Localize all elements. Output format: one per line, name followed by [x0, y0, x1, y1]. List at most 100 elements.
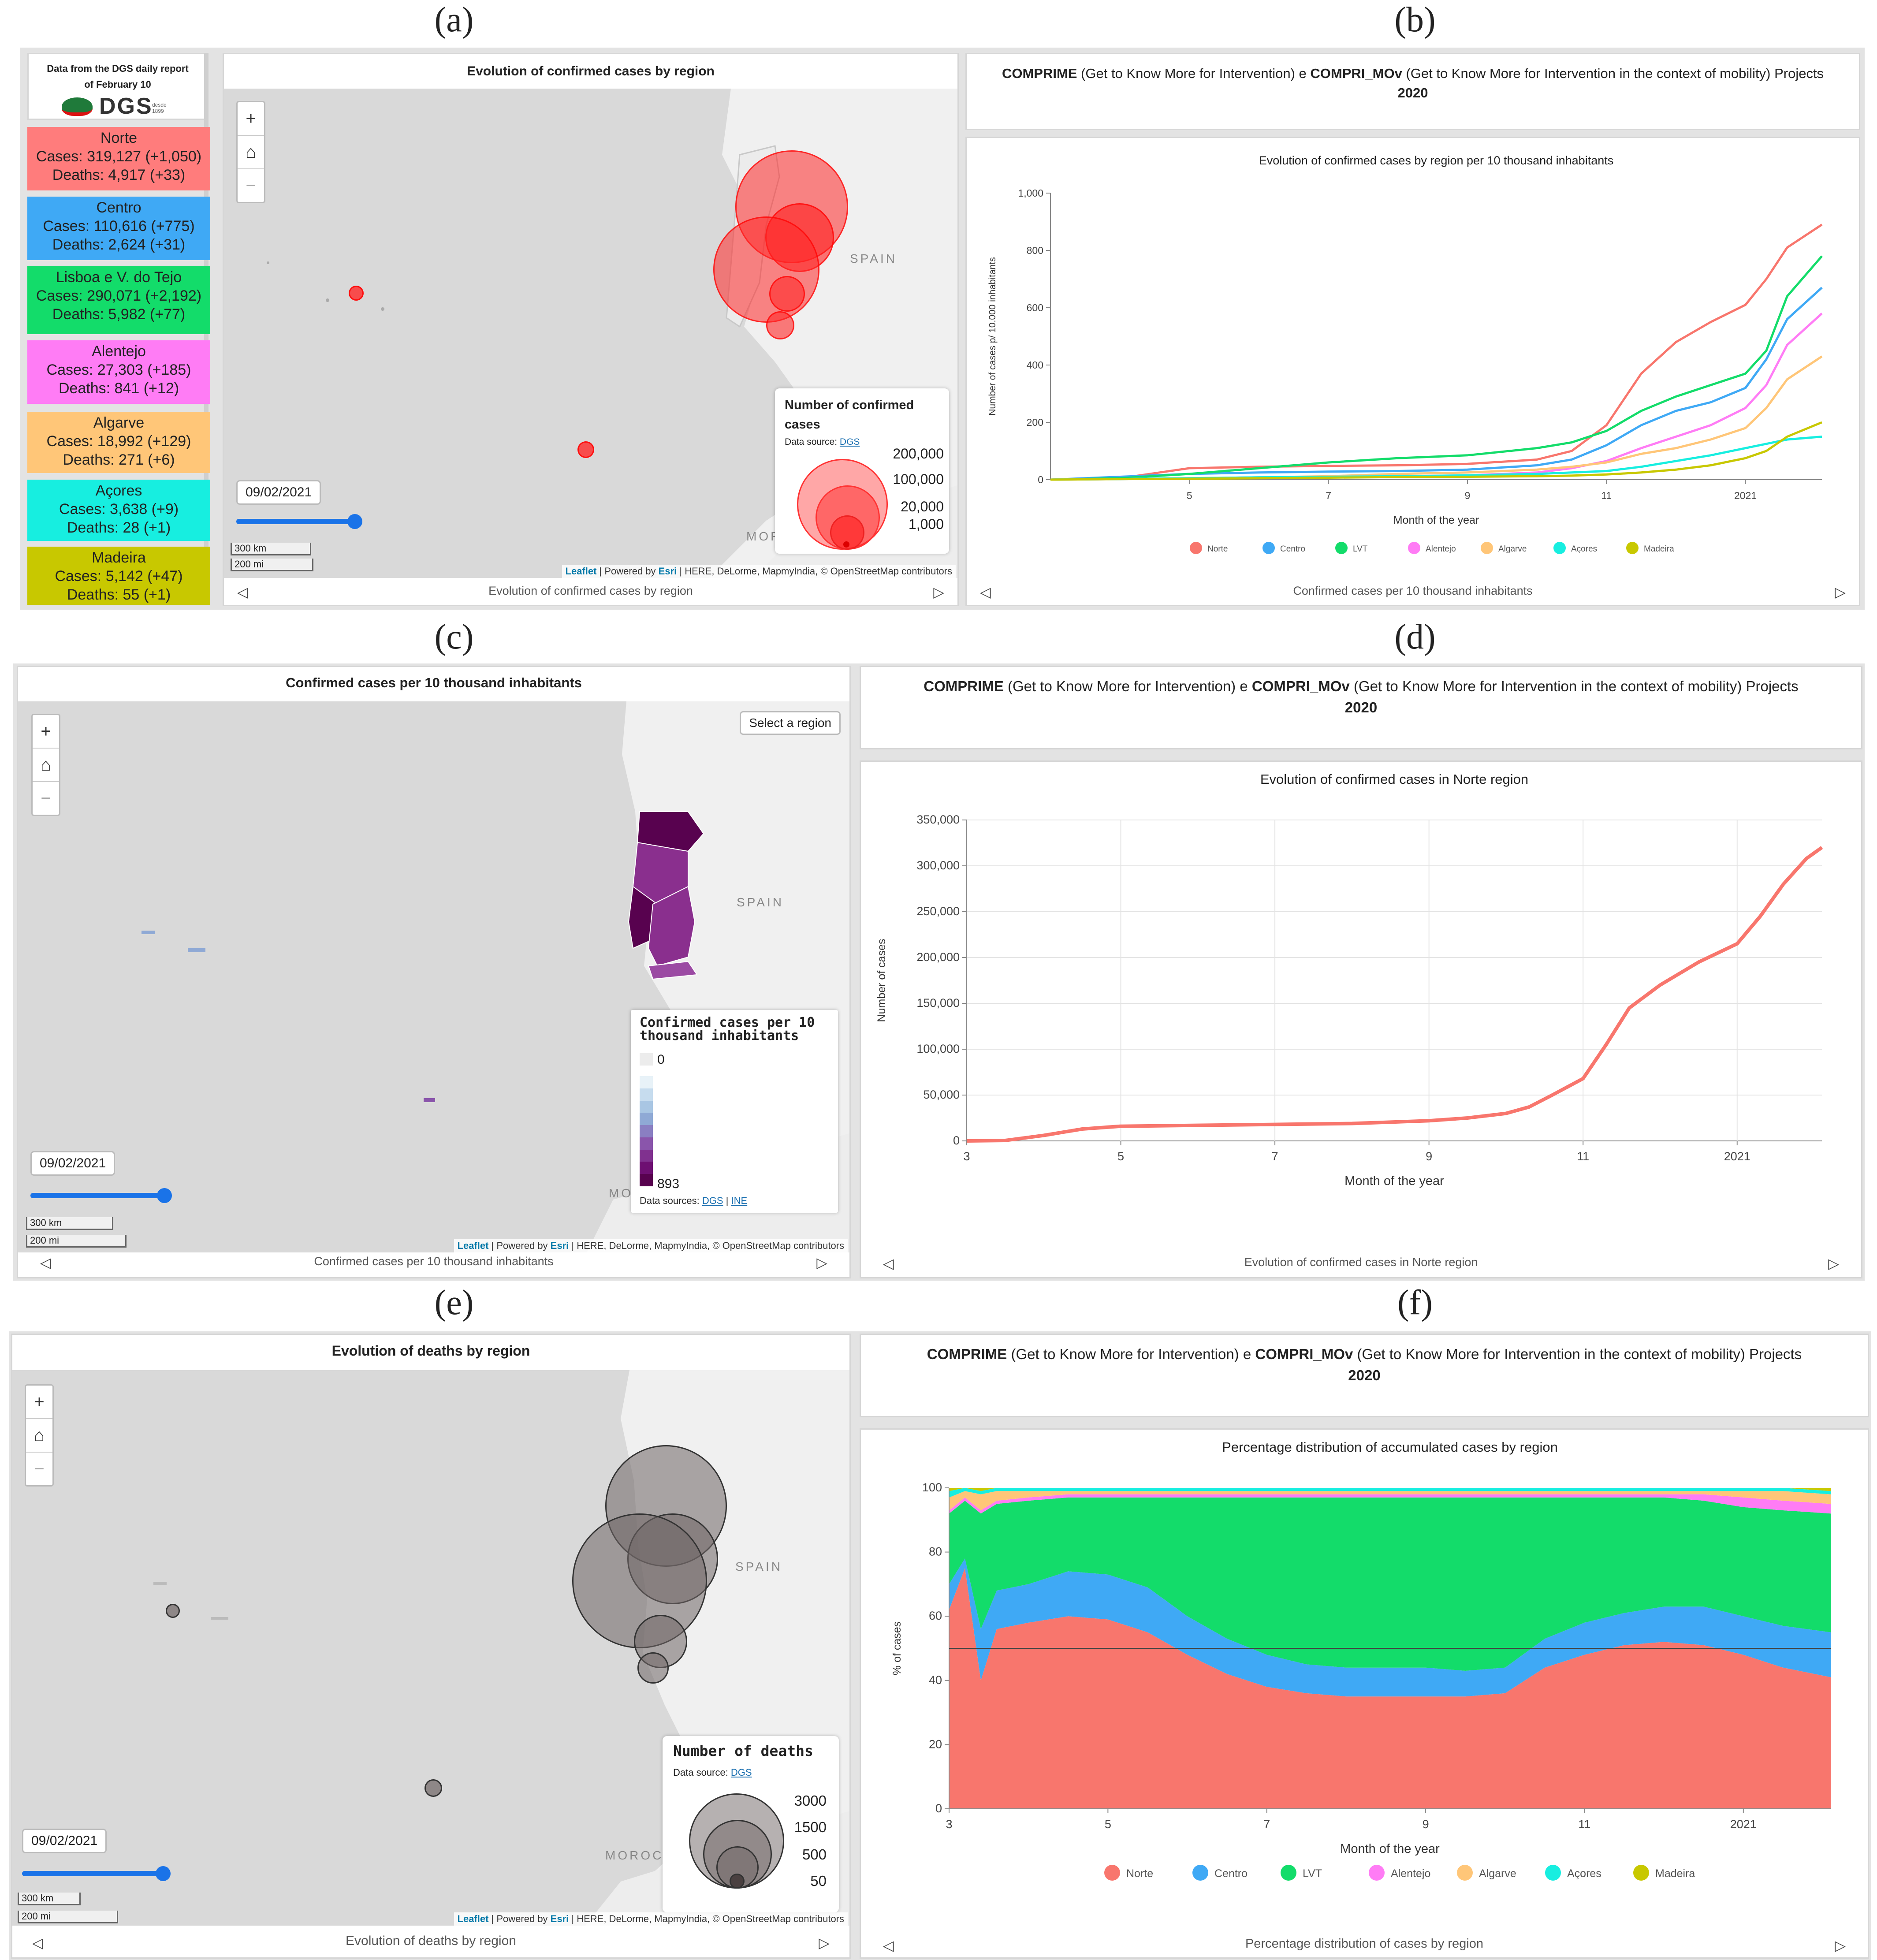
legend-e-source-link[interactable]: DGS	[730, 1767, 752, 1778]
series-line-3[interactable]	[1050, 313, 1823, 481]
map-e-title: Evolution of deaths by region	[331, 1343, 530, 1359]
chart-f-prev-arrow-icon[interactable]: ◁	[883, 1938, 894, 1953]
legend-c-ine-link[interactable]: INE	[731, 1195, 748, 1206]
map-e-footer: Evolution of deaths by region	[346, 1934, 516, 1948]
region-stat-cases: Cases: 319,127 (+1,050)	[36, 148, 202, 165]
leaflet-link-e[interactable]: Leaflet	[457, 1913, 489, 1924]
map-c-time-slider[interactable]	[30, 1193, 163, 1198]
map-c-legend: Confirmed cases per 10 thousand inhabita…	[631, 1010, 838, 1213]
map-c-legend-title: Confirmed cases per 10 thousand inhabita…	[640, 1015, 815, 1043]
legend-label: Norte	[1207, 544, 1228, 554]
select-region-button[interactable]: Select a region	[740, 711, 841, 735]
bubble-algarve[interactable]	[766, 311, 794, 339]
series-line-2[interactable]	[1050, 255, 1823, 481]
map-e-next-arrow-icon[interactable]: ▷	[819, 1935, 830, 1951]
map-e-time-slider[interactable]	[22, 1871, 162, 1876]
comprime-label: COMPRIME	[1002, 66, 1077, 81]
zoom-out-button[interactable]: −	[246, 176, 256, 195]
death-bubble-acores[interactable]	[166, 1604, 180, 1618]
legend-value-20000: 20,000	[901, 499, 944, 514]
region-alentejo-c	[648, 886, 696, 967]
map-a-next-arrow-icon[interactable]: ▷	[933, 584, 944, 600]
legend-marker	[1553, 542, 1566, 554]
legend-c-dgs-link[interactable]: DGS	[702, 1195, 723, 1206]
area-series-5[interactable]	[949, 1488, 1831, 1498]
ramp-swatch	[640, 1162, 653, 1174]
map-a-scale-mi: 200 mi	[231, 559, 313, 571]
chart-d-next-arrow-icon[interactable]: ▷	[1828, 1256, 1839, 1271]
legend-source-link[interactable]: DGS	[839, 437, 860, 447]
map-c-title: Confirmed cases per 10 thousand inhabita…	[286, 675, 582, 690]
map-a-slider-handle[interactable]	[347, 514, 362, 529]
region-stat-deaths: Deaths: 841 (+12)	[58, 380, 179, 397]
map-a-prev-arrow-icon[interactable]: ◁	[237, 584, 248, 600]
region-stat-0[interactable]: Norte Cases: 319,127 (+1,050) Deaths: 4,91…	[27, 127, 210, 190]
area-series-2[interactable]	[949, 1497, 1831, 1671]
area-series-1[interactable]	[949, 1558, 1831, 1697]
zoom-out-button-c[interactable]: −	[41, 789, 51, 808]
death-bubble-algarve[interactable]	[637, 1652, 669, 1684]
chart-b-next-arrow-icon[interactable]: ▷	[1835, 584, 1846, 600]
series-line-0[interactable]	[1050, 224, 1823, 481]
legend-zero-swatch	[640, 1053, 653, 1066]
map-e-date: 09/02/2021	[22, 1829, 107, 1853]
leaflet-link[interactable]: Leaflet	[565, 566, 597, 577]
island-e-1	[153, 1582, 167, 1585]
chart-d-prev-arrow-icon[interactable]: ◁	[883, 1256, 894, 1271]
chart-f-next-arrow-icon[interactable]: ▷	[1835, 1938, 1846, 1953]
x-tick-label: 7	[1263, 1818, 1270, 1831]
zoom-in-button[interactable]: +	[238, 102, 264, 136]
bubble-alentejo[interactable]	[769, 276, 805, 312]
region-stat-4[interactable]: Algarve Cases: 18,992 (+129) Deaths: 271 (…	[27, 412, 210, 473]
map-a-footer: Evolution of confirmed cases by region	[488, 584, 693, 597]
death-bubble-madeira[interactable]	[425, 1779, 442, 1797]
chart-b-prev-arrow-icon[interactable]: ◁	[980, 584, 991, 600]
map-c-prev-arrow-icon[interactable]: ◁	[40, 1255, 51, 1271]
map-e-legend-source: Data source: DGS	[673, 1767, 752, 1778]
region-stat-cases: Cases: 290,071 (+2,192)	[36, 287, 202, 304]
panel-label-a: (a)	[434, 0, 474, 39]
chart-b-footer: Confirmed cases per 10 thousand inhabita…	[1293, 584, 1533, 597]
bubble-lvt[interactable]	[713, 216, 819, 323]
panel-d-project-title: COMPRIME (Get to Know More for Intervent…	[874, 676, 1848, 718]
region-stat-3[interactable]: Alentejo Cases: 27,303 (+185) Deaths: 841 …	[27, 340, 210, 404]
area-series-0[interactable]	[949, 1568, 1831, 1809]
leaflet-link-c[interactable]: Leaflet	[457, 1240, 489, 1251]
zoom-in-button-e[interactable]: +	[26, 1386, 52, 1419]
region-stat-2[interactable]: Lisboa e V. do Tejo Cases: 290,071 (+2,19…	[27, 266, 210, 334]
attrib-rest-c: | HERE, DeLorme, MapmyIndia, © OpenStree…	[569, 1240, 844, 1251]
x-tick-label: 11	[1578, 1818, 1590, 1831]
home-icon-e[interactable]: ⌂	[26, 1419, 52, 1453]
bubble-madeira[interactable]	[577, 441, 594, 458]
map-e-prev-arrow-icon[interactable]: ◁	[32, 1935, 43, 1951]
panel-label-d: (d)	[1394, 618, 1436, 656]
chart-d-footer: Evolution of confirmed cases in Norte re…	[1244, 1256, 1478, 1269]
y-tick-label: 60	[929, 1609, 942, 1622]
esri-link-e[interactable]: Esri	[550, 1913, 569, 1924]
esri-link-c[interactable]: Esri	[550, 1240, 569, 1251]
region-stat-5[interactable]: Açores Cases: 3,638 (+9) Deaths: 28 (+1)	[27, 480, 210, 541]
bubble-acores[interactable]	[349, 286, 364, 301]
legend-label: LVT	[1303, 1867, 1322, 1880]
map-c-slider-handle[interactable]	[157, 1188, 172, 1203]
series-line-4[interactable]	[1050, 355, 1823, 481]
home-icon[interactable]: ⌂	[238, 136, 264, 169]
region-stat-1[interactable]: Centro Cases: 110,616 (+775) Deaths: 2,624…	[27, 197, 210, 260]
esri-link[interactable]: Esri	[658, 566, 677, 577]
home-icon-c[interactable]: ⌂	[33, 749, 59, 782]
y-axis-label: Number of cases p/ 10.000 inhabitants	[987, 257, 998, 416]
zoom-in-button-c[interactable]: +	[33, 715, 59, 749]
area-series-4[interactable]	[949, 1491, 1831, 1510]
series-line-1[interactable]	[1050, 287, 1823, 481]
series-line-6[interactable]	[1050, 421, 1822, 481]
map-e-slider-handle[interactable]	[156, 1866, 171, 1881]
map-e-canvas[interactable]: SPAIN MOROCCO + ⌂ − Number of deaths Dat…	[12, 1370, 849, 1926]
region-stat-6[interactable]: Madeira Cases: 5,142 (+47) Deaths: 55 (+1)	[27, 547, 210, 605]
series-line-0[interactable]	[966, 846, 1823, 1143]
map-a-canvas[interactable]: SPAIN MORO + ⌂ − 09/02/2021 300 km 200 m…	[224, 89, 957, 578]
attrib-rest-e: | HERE, DeLorme, MapmyIndia, © OpenStree…	[569, 1913, 844, 1924]
zoom-out-button-e[interactable]: −	[34, 1459, 45, 1479]
map-c-next-arrow-icon[interactable]: ▷	[816, 1255, 827, 1271]
map-c-canvas[interactable]: SPAIN MO + ⌂ − Select a region Confirmed…	[18, 701, 849, 1252]
map-a-time-slider[interactable]	[236, 519, 354, 524]
